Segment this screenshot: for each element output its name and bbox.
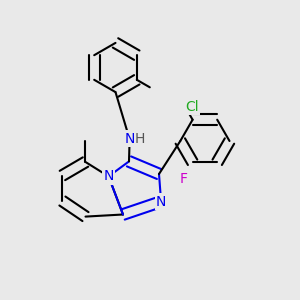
Text: N: N: [156, 195, 166, 208]
Text: H: H: [135, 132, 145, 145]
Text: Cl: Cl: [185, 100, 199, 113]
Text: F: F: [180, 172, 188, 186]
Text: N: N: [124, 132, 135, 145]
Text: N: N: [103, 169, 114, 183]
